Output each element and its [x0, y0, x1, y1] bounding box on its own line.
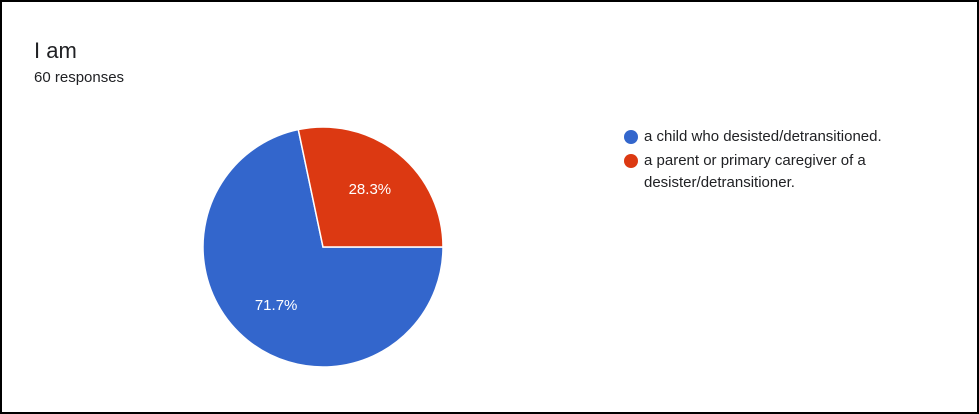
- legend: a child who desisted/detransitioned. a p…: [624, 126, 954, 196]
- legend-item-parent[interactable]: a parent or primary caregiver of a desis…: [624, 150, 954, 194]
- slice-value-label: 28.3%: [349, 181, 392, 198]
- pie-slice-child[interactable]: [202, 128, 444, 368]
- response-count: 60 responses: [34, 69, 125, 86]
- pie-slice-parent[interactable]: [297, 126, 444, 248]
- legend-label: a child who desisted/detransitioned.: [644, 128, 882, 145]
- legend-item-child[interactable]: a child who desisted/detransitioned.: [624, 126, 954, 148]
- slice-value-label: 71.7%: [255, 297, 298, 314]
- question-title: I am: [34, 38, 77, 63]
- legend-dot-icon: [624, 130, 638, 144]
- legend-dot-icon: [624, 154, 638, 168]
- legend-label: a parent or primary caregiver of a desis…: [644, 152, 866, 191]
